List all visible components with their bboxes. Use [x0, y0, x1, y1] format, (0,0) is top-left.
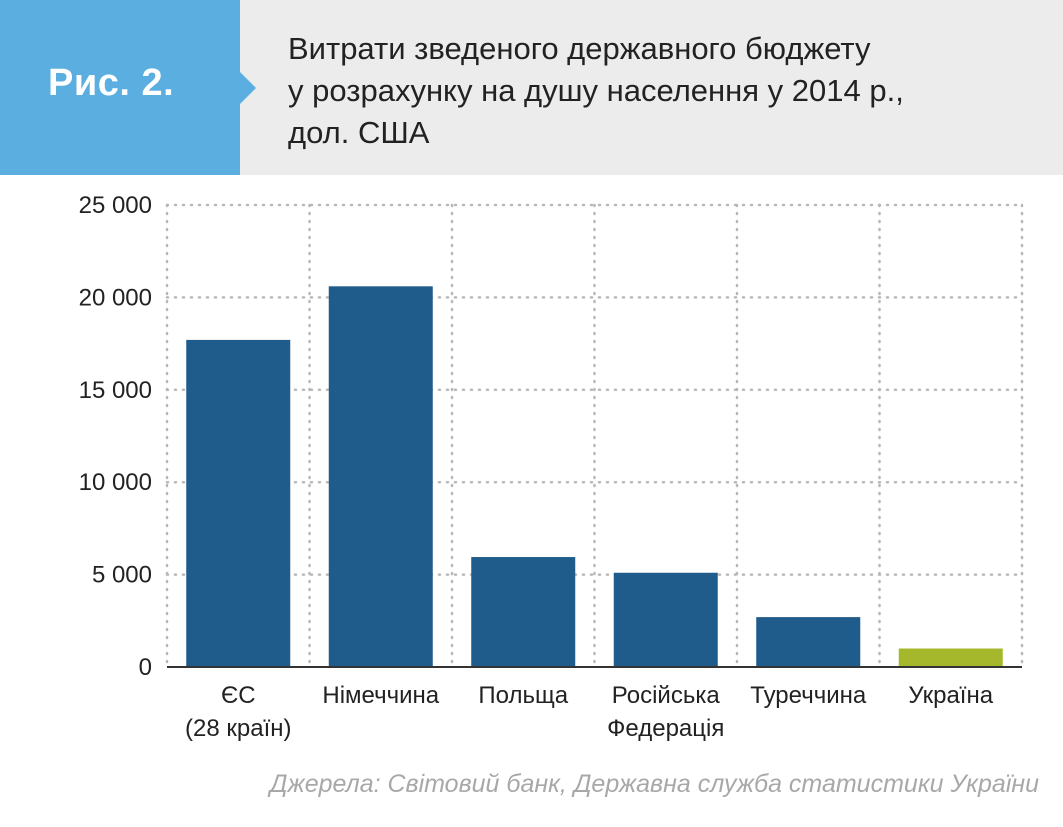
y-tick-label: 10 000 [79, 469, 152, 496]
x-tick-label: Туреччина [750, 682, 867, 709]
figure-badge: Рис. 2. [0, 0, 270, 175]
chart-title-line: дол. США [288, 115, 430, 150]
chart-grid [165, 203, 1024, 669]
chart-bars [186, 286, 1003, 667]
x-tick-label: Федерація [607, 715, 724, 742]
bar [756, 617, 861, 667]
source-note: Джерела: Світовий банк, Державна служба … [269, 770, 1039, 798]
y-tick-label: 0 [139, 654, 152, 681]
x-tick-label: ЄС [221, 682, 256, 709]
x-tick-label: Німеччина [322, 682, 439, 709]
y-tick-label: 15 000 [79, 377, 152, 404]
y-axis: 0 5 000 10 000 15 000 20 000 25 000 [79, 192, 1022, 681]
x-axis: ЄС (28 країн) Німеччина Польща Російська Феде… [185, 682, 994, 742]
bar [613, 572, 718, 667]
y-tick-label: 5 000 [92, 562, 152, 589]
y-tick-label: 25 000 [79, 192, 152, 219]
x-tick-label: (28 країн) [185, 715, 291, 742]
bar [186, 339, 291, 667]
badge-shape [0, 0, 256, 175]
figure-number: Рис. 2. [48, 62, 175, 104]
chart-title-line: у розрахунку на душу населення у 2014 р.… [288, 73, 904, 108]
chart-panel [0, 175, 1063, 827]
y-tick-label: 20 000 [79, 284, 152, 311]
chart-title: Витрати зведеного державного бюджету у р… [288, 28, 1028, 154]
bar [898, 648, 1003, 667]
bar [471, 557, 576, 667]
bar [328, 286, 433, 667]
figure-header: Рис. 2. Витрати зведеного державного бюд… [0, 0, 1063, 175]
chart-title-line: Витрати зведеного державного бюджету [288, 31, 871, 66]
x-tick-label: Польща [478, 682, 568, 709]
x-tick-label: Україна [908, 682, 993, 709]
x-tick-label: Російська [612, 682, 721, 709]
